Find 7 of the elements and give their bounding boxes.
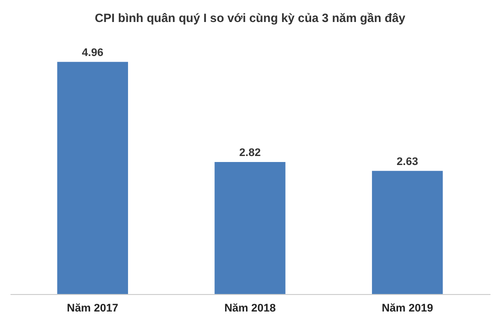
x-tick-label: Năm 2017 xyxy=(66,302,118,314)
data-label: 2.82 xyxy=(239,147,261,160)
x-tick-label: Năm 2019 xyxy=(382,302,434,314)
x-tick-label: Năm 2018 xyxy=(224,302,276,314)
data-label: 4.96 xyxy=(82,46,104,59)
data-label: 2.63 xyxy=(396,156,418,168)
chart-title: CPI bình quân quý I so với cùng kỳ của 3 năm gần đây xyxy=(94,10,406,25)
